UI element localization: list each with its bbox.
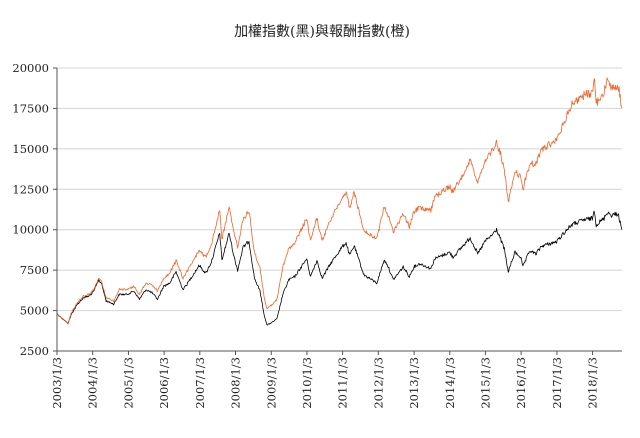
x-axis-tick-labels: 2003/1/3 2004/1/3 2005/1/3 2006/1/3 2007/1/3… (50, 357, 600, 409)
y-tick-label: 17500 (12, 101, 49, 115)
x-tick-label: 2008/1/3 (228, 357, 242, 409)
y-tick-label: 12500 (12, 182, 49, 196)
y-axis-tick-labels: 2500 5000 7500 10000 12500 15000 17500 20000 (12, 61, 49, 358)
x-tick-label: 2009/1/3 (264, 357, 278, 409)
y-tick-label: 20000 (12, 61, 49, 75)
chart-title: 加權指數(黑)與報酬指數(橙) (234, 24, 410, 40)
series-line-1 (56, 77, 623, 324)
x-tick-label: 2014/1/3 (443, 357, 457, 409)
x-tick-label: 2017/1/3 (550, 357, 564, 409)
x-tick-label: 2006/1/3 (157, 357, 171, 409)
y-tick-label: 7500 (20, 263, 49, 277)
y-tick-label: 15000 (12, 142, 49, 156)
y-tick-label: 10000 (12, 223, 49, 237)
x-tick-label: 2007/1/3 (193, 357, 207, 409)
x-tick-label: 2018/1/3 (586, 357, 600, 409)
x-tick-label: 2010/1/3 (300, 357, 314, 409)
x-tick-label: 2015/1/3 (478, 357, 492, 409)
x-tick-label: 2003/1/3 (50, 357, 64, 409)
x-tick-label: 2016/1/3 (514, 357, 528, 409)
x-tick-label: 2012/1/3 (371, 357, 385, 409)
series-line-0 (56, 210, 623, 326)
x-tick-label: 2004/1/3 (86, 357, 100, 409)
axes (53, 67, 622, 355)
y-tick-label: 5000 (20, 304, 49, 318)
series-lines (56, 77, 623, 326)
gridlines (57, 67, 622, 352)
x-tick-label: 2013/1/3 (407, 357, 421, 409)
x-tick-label: 2005/1/3 (121, 357, 135, 409)
y-tick-label: 2500 (20, 344, 49, 358)
x-tick-label: 2011/1/3 (336, 357, 350, 409)
